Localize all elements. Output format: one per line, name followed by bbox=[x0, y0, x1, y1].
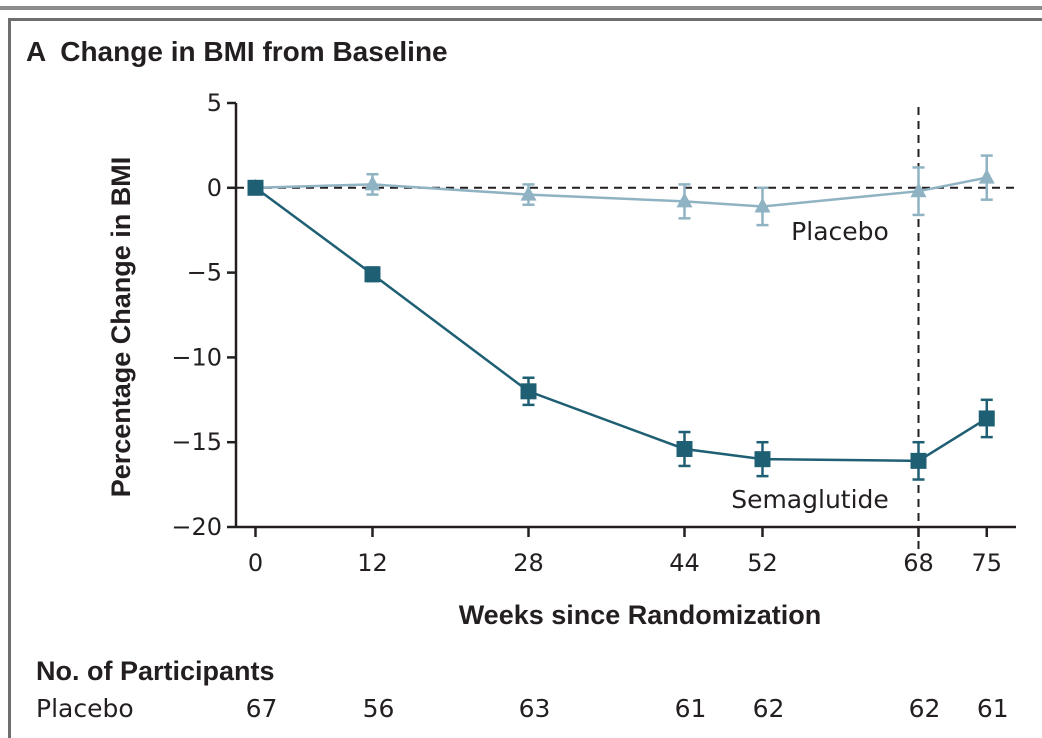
participants-count: 61 bbox=[674, 694, 707, 723]
series-placebo: Placebo bbox=[247, 154, 995, 246]
data-point bbox=[754, 197, 771, 213]
series: Placebo Semaglutide bbox=[247, 154, 995, 514]
y-tick-label: 5 bbox=[207, 89, 222, 117]
data-point bbox=[364, 266, 381, 283]
data-point bbox=[676, 440, 693, 457]
series-semaglutide: Semaglutide bbox=[247, 179, 995, 514]
x-axis-title: Weeks since Randomization bbox=[459, 600, 822, 630]
panel-title-text: Change in BMI from Baseline bbox=[60, 36, 448, 67]
participants-row-label: Placebo bbox=[36, 694, 134, 723]
data-point bbox=[978, 168, 995, 184]
panel-title: A Change in BMI from Baseline bbox=[26, 36, 448, 68]
participants-count: 61 bbox=[976, 694, 1009, 723]
participants-count: 56 bbox=[362, 694, 395, 723]
x-tick-label: 68 bbox=[903, 549, 934, 577]
series-label-placebo: Placebo bbox=[791, 217, 889, 246]
x-tick-label: 12 bbox=[357, 549, 388, 577]
data-point bbox=[364, 175, 381, 191]
reference-lines bbox=[236, 107, 1016, 549]
x-tick-label: 44 bbox=[669, 549, 700, 577]
y-tick-label: −10 bbox=[171, 343, 222, 371]
participants-count: 67 bbox=[245, 694, 278, 723]
panel-letter: A bbox=[26, 36, 47, 67]
series-label-semaglutide: Semaglutide bbox=[731, 485, 889, 514]
data-point bbox=[754, 451, 771, 468]
axes: 5 0 −5 −10 −15 −20 0 12 28 44 52 68 75 bbox=[171, 89, 1016, 577]
y-tick-label: −15 bbox=[171, 428, 222, 456]
data-point bbox=[910, 182, 927, 198]
data-point bbox=[978, 410, 995, 427]
data-point bbox=[520, 383, 537, 400]
participants-row: Placebo 67 56 63 61 62 62 61 bbox=[36, 694, 1036, 724]
y-axis-title: Percentage Change in BMI bbox=[106, 157, 136, 498]
participants-count: 63 bbox=[518, 694, 551, 723]
x-tick-label: 0 bbox=[248, 549, 263, 577]
participants-count: 62 bbox=[752, 694, 785, 723]
top-rule bbox=[0, 6, 1042, 10]
data-point bbox=[910, 452, 927, 469]
y-tick-label: −20 bbox=[171, 513, 222, 541]
participants-title: No. of Participants bbox=[36, 656, 275, 686]
participants-count: 62 bbox=[908, 694, 941, 723]
bmi-line-chart: 5 0 −5 −10 −15 −20 0 12 28 44 52 68 75 Placebo Semagl… bbox=[106, 89, 1016, 630]
x-tick-label: 28 bbox=[513, 549, 544, 577]
figure-panel bbox=[8, 18, 1042, 738]
data-point bbox=[247, 179, 264, 196]
y-tick-label: 0 bbox=[207, 174, 222, 202]
x-tick-label: 75 bbox=[971, 549, 1002, 577]
data-point bbox=[676, 192, 693, 208]
series-line bbox=[255, 176, 987, 208]
y-tick-label: −5 bbox=[187, 259, 222, 287]
x-tick-label: 52 bbox=[747, 549, 778, 577]
data-point bbox=[520, 185, 537, 201]
